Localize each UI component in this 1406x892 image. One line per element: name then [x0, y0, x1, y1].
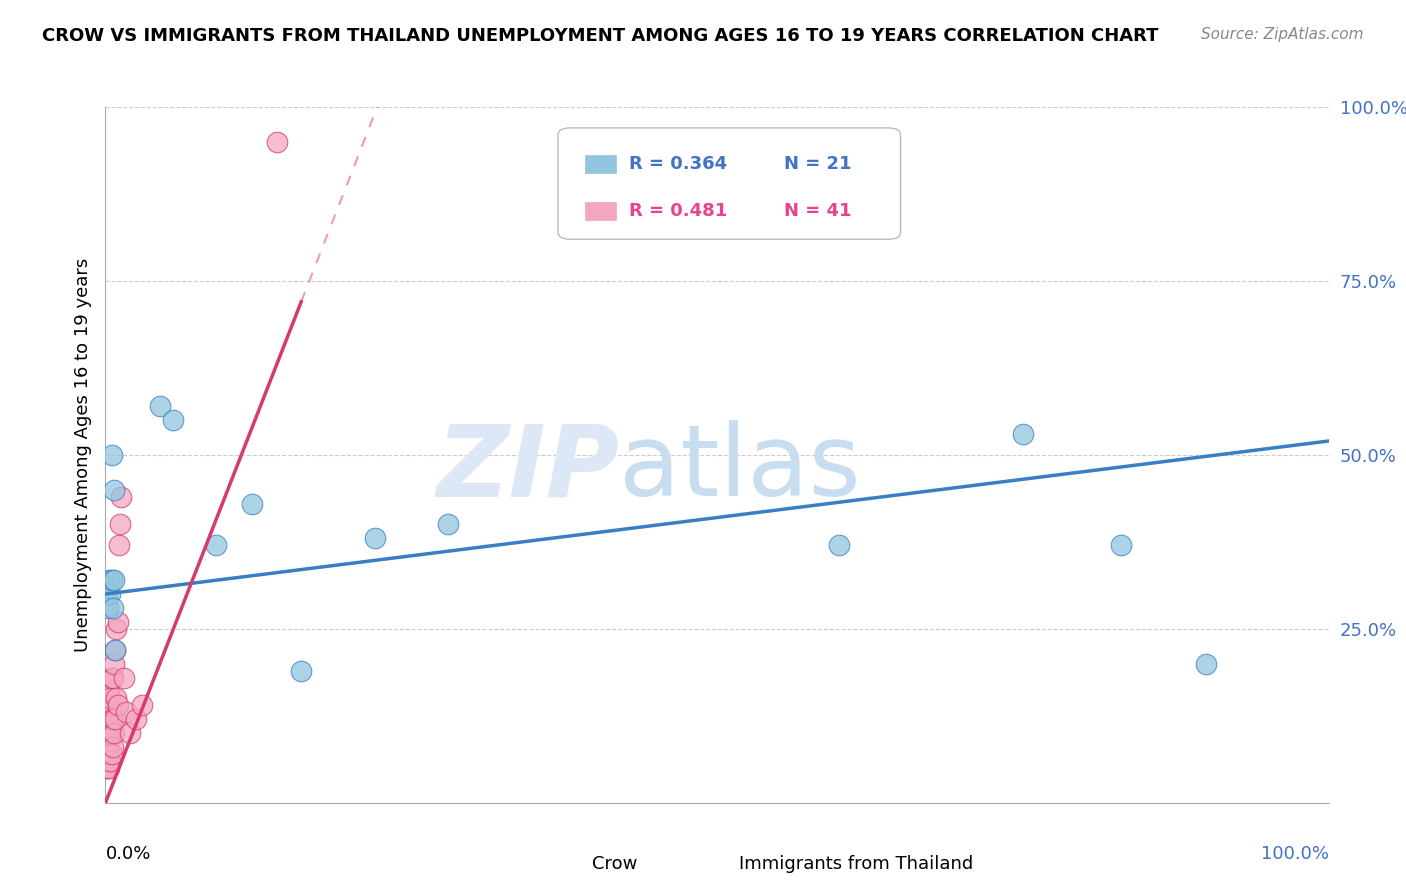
Text: 0.0%: 0.0%	[105, 845, 150, 863]
Point	[104, 642, 127, 657]
Point	[98, 698, 121, 713]
Point	[112, 671, 135, 685]
Point	[131, 698, 153, 713]
Point	[105, 622, 128, 636]
Point	[104, 712, 127, 726]
Point	[98, 761, 121, 775]
Point	[105, 691, 128, 706]
Point	[101, 671, 124, 685]
Point	[1109, 538, 1132, 552]
Point	[98, 747, 121, 761]
Point	[98, 754, 121, 768]
Point	[100, 747, 122, 761]
Point	[107, 615, 129, 629]
Point	[97, 601, 120, 615]
Text: Source: ZipAtlas.com: Source: ZipAtlas.com	[1201, 27, 1364, 42]
Text: Crow: Crow	[592, 855, 638, 873]
Point	[108, 517, 131, 532]
Text: CROW VS IMMIGRANTS FROM THAILAND UNEMPLOYMENT AMONG AGES 16 TO 19 YEARS CORRELAT: CROW VS IMMIGRANTS FROM THAILAND UNEMPLO…	[42, 27, 1159, 45]
Point	[97, 740, 120, 755]
Point	[204, 538, 226, 552]
Point	[100, 448, 122, 462]
Point	[101, 712, 124, 726]
Text: Immigrants from Thailand: Immigrants from Thailand	[740, 855, 973, 873]
Point	[100, 671, 122, 685]
Point	[97, 698, 120, 713]
Point	[97, 761, 120, 775]
FancyBboxPatch shape	[558, 128, 900, 239]
Point	[101, 740, 124, 755]
Text: N = 41: N = 41	[785, 202, 852, 219]
Bar	[693, 855, 727, 876]
Text: N = 21: N = 21	[785, 155, 852, 173]
Point	[828, 538, 851, 552]
Point	[240, 497, 263, 511]
Point	[107, 698, 129, 713]
Point	[149, 399, 172, 413]
Point	[1011, 427, 1033, 442]
Bar	[546, 855, 581, 876]
Point	[363, 532, 385, 546]
Point	[104, 642, 127, 657]
Point	[98, 691, 121, 706]
Point	[96, 740, 118, 755]
Point	[125, 712, 148, 726]
Point	[98, 712, 121, 726]
Bar	[585, 155, 616, 173]
Point	[98, 726, 121, 740]
Y-axis label: Unemployment Among Ages 16 to 19 years: Unemployment Among Ages 16 to 19 years	[73, 258, 91, 652]
Text: R = 0.481: R = 0.481	[628, 202, 727, 219]
Point	[101, 601, 124, 615]
Point	[96, 712, 118, 726]
Point	[437, 517, 460, 532]
Point	[110, 490, 132, 504]
Point	[98, 706, 121, 720]
Point	[100, 573, 122, 587]
Point	[115, 706, 138, 720]
Point	[103, 483, 125, 497]
Point	[100, 726, 122, 740]
Point	[103, 573, 125, 587]
Bar	[585, 202, 616, 219]
Point	[98, 573, 121, 587]
Point	[108, 538, 131, 552]
Text: R = 0.364: R = 0.364	[628, 155, 727, 173]
Text: 100.0%: 100.0%	[1261, 845, 1329, 863]
Point	[98, 587, 121, 601]
Point	[103, 726, 125, 740]
Point	[103, 657, 125, 671]
Point	[96, 587, 118, 601]
Point	[97, 726, 120, 740]
Point	[96, 761, 118, 775]
Point	[98, 684, 121, 698]
Point	[100, 712, 122, 726]
Point	[162, 413, 184, 427]
Point	[1195, 657, 1218, 671]
Text: ZIP: ZIP	[436, 420, 619, 517]
Point	[266, 135, 288, 149]
Text: atlas: atlas	[619, 420, 860, 517]
Point	[290, 664, 312, 678]
Point	[98, 726, 121, 740]
Point	[118, 726, 141, 740]
